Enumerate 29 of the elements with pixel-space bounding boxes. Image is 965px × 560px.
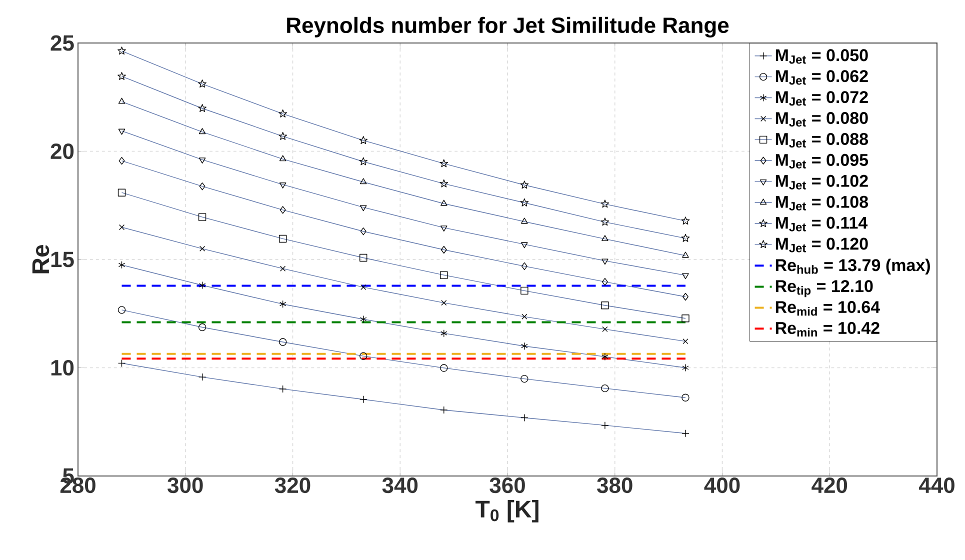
x-tick-label: 440 — [918, 478, 954, 494]
chart-title: Reynolds number for Jet Similitude Range — [287, 16, 729, 38]
x-tick-label: 400 — [704, 478, 740, 494]
y-tick-label: 20 — [50, 143, 74, 160]
x-tick-label: 380 — [597, 478, 632, 494]
x-tick-label: 420 — [812, 478, 848, 494]
legend-label: Re$_{tip}$ = 12.10 — [776, 280, 873, 298]
legend-label: M$_{Jet}$ = 0.108 — [776, 196, 868, 210]
y-axis-title: Re — [32, 244, 50, 274]
legend-label: Re$_{mid}$ = 10.64 — [776, 301, 880, 316]
legend-label: Re$_{hub}$ = 13.79 (max) — [776, 258, 930, 275]
x-tick-label: 320 — [274, 478, 310, 494]
x-tick-label: 300 — [168, 478, 203, 494]
y-tick-label: 25 — [50, 35, 74, 51]
x-tick-label: 360 — [490, 478, 525, 494]
y-tick-label: 10 — [51, 360, 74, 376]
x-tick-label: 340 — [382, 478, 418, 494]
y-tick-label: 15 — [51, 252, 74, 268]
legend-label: M$_{Jet}$ = 0.080 — [776, 112, 868, 127]
x-axis-title: T$_{0}$ [K] — [476, 500, 538, 522]
legend-label: M$_{Jet}$ = 0.072 — [776, 91, 868, 106]
legend-label: M$_{Jet}$ = 0.120 — [776, 238, 868, 252]
legend-label: M$_{Jet}$ = 0.050 — [776, 49, 868, 64]
legend-label: M$_{Jet}$ = 0.062 — [776, 70, 868, 85]
legend-label: Re$_{min}$ = 10.42 — [776, 322, 880, 337]
legend-label: M$_{Jet}$ = 0.102 — [776, 174, 868, 190]
legend-label: M$_{Jet}$ = 0.095 — [776, 154, 868, 168]
legend-label: M$_{Jet}$ = 0.114 — [776, 216, 868, 232]
legend-label: M$_{Jet}$ = 0.088 — [776, 132, 868, 148]
